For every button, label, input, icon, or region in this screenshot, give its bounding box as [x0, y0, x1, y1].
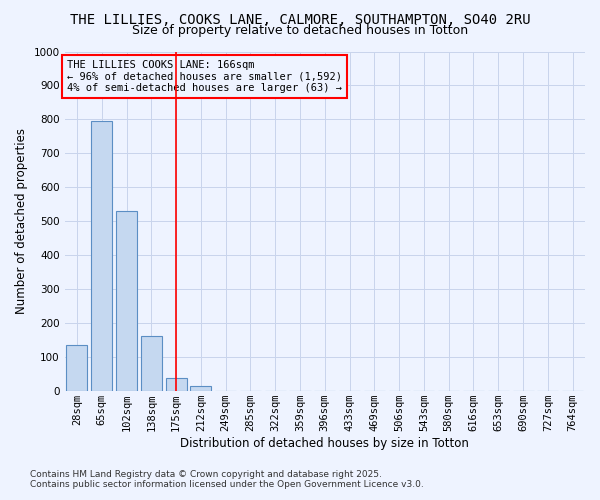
Bar [67, 345, 88, 391]
Bar [91, 121, 112, 391]
Text: Contains HM Land Registry data © Crown copyright and database right 2025.
Contai: Contains HM Land Registry data © Crown c… [30, 470, 424, 489]
Bar [116, 211, 137, 391]
Text: THE LILLIES COOKS LANE: 166sqm
← 96% of detached houses are smaller (1,592)
4% o: THE LILLIES COOKS LANE: 166sqm ← 96% of … [67, 60, 342, 93]
Bar [190, 386, 211, 391]
Text: Size of property relative to detached houses in Totton: Size of property relative to detached ho… [132, 24, 468, 37]
Bar [166, 378, 187, 391]
Bar [141, 336, 162, 391]
X-axis label: Distribution of detached houses by size in Totton: Distribution of detached houses by size … [181, 437, 469, 450]
Y-axis label: Number of detached properties: Number of detached properties [15, 128, 28, 314]
Text: THE LILLIES, COOKS LANE, CALMORE, SOUTHAMPTON, SO40 2RU: THE LILLIES, COOKS LANE, CALMORE, SOUTHA… [70, 12, 530, 26]
